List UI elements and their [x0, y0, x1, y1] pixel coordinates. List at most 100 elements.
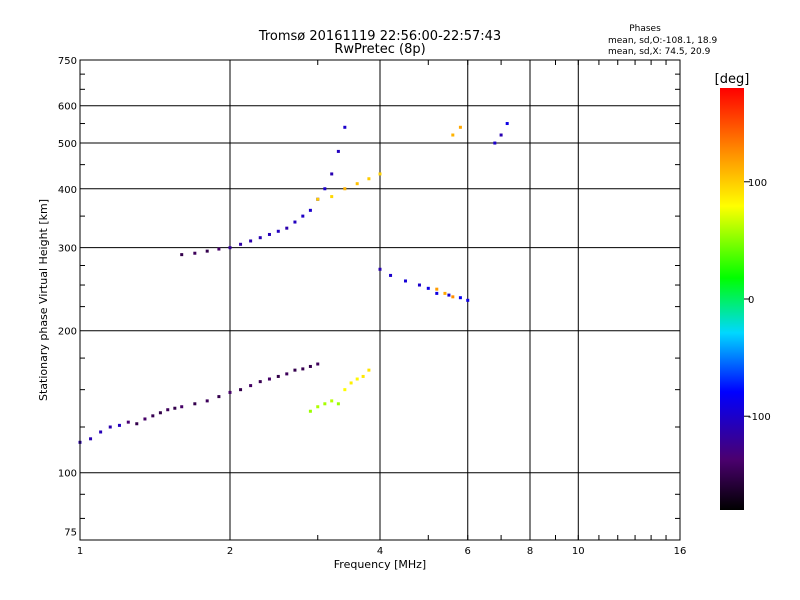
stats-heading: Phases [629, 24, 661, 34]
data-point [180, 405, 184, 409]
data-point [316, 405, 320, 409]
x-axis-label: Frequency [MHz] [334, 558, 426, 571]
data-point [458, 296, 462, 300]
data-point [451, 295, 455, 299]
data-point [158, 411, 162, 415]
data-point [89, 437, 93, 441]
data-point [330, 399, 334, 403]
data-point [205, 249, 209, 253]
data-point [228, 246, 232, 250]
data-point [117, 423, 121, 427]
data-point [361, 374, 365, 378]
x-tick-label: 8 [527, 546, 533, 557]
data-point [493, 141, 497, 145]
data-point [173, 406, 177, 410]
data-point [308, 208, 312, 212]
data-point [301, 214, 305, 218]
data-point [143, 417, 147, 421]
data-point [249, 239, 253, 243]
data-point [499, 133, 503, 137]
y-tick-label: 200 [58, 327, 77, 338]
data-point [367, 177, 371, 181]
data-point [426, 286, 430, 290]
data-point [193, 402, 197, 406]
chart-subtitle: RwPretec (8p) [334, 42, 425, 57]
data-point [349, 381, 353, 385]
data-point [217, 395, 221, 399]
data-point [267, 232, 271, 236]
data-point [151, 414, 155, 418]
data-point [205, 399, 209, 403]
stats-o-mode: mean, sd,O:-108.1, 18.9 [608, 36, 718, 46]
data-point [336, 149, 340, 153]
data-point [258, 380, 262, 384]
data-point [239, 388, 243, 392]
data-point [285, 226, 289, 230]
data-point [443, 291, 447, 295]
colorbar-tick-label: -100 [748, 412, 771, 423]
data-point [378, 267, 382, 271]
y-tick-label: 400 [58, 185, 77, 196]
data-point [367, 368, 371, 372]
data-point [293, 220, 297, 224]
data-point [403, 279, 407, 283]
data-point [417, 283, 421, 287]
data-point [458, 125, 462, 129]
chart-title: Tromsø 20161119 22:56:00-22:57:43 [258, 29, 501, 44]
stats-x-mode: mean, sd,X: 74.5, 20.9 [608, 47, 711, 57]
data-point [323, 187, 327, 191]
y-tick-label: 300 [58, 244, 77, 255]
data-point [316, 197, 320, 201]
data-point [293, 368, 297, 372]
colorbar-tick-label: 0 [748, 295, 754, 306]
x-tick-label: 4 [377, 546, 383, 557]
x-tick-label: 10 [572, 546, 585, 557]
data-point [135, 422, 139, 426]
y-axis-label: Stationary phase Virtual Height [km] [37, 199, 50, 401]
x-axis-ticks: 1 2 4 6 8 10 16 [77, 60, 687, 557]
data-point [447, 293, 451, 297]
data-point [435, 287, 439, 291]
data-point [355, 182, 359, 186]
data-point [126, 420, 130, 424]
data-point [285, 372, 289, 376]
data-point [217, 247, 221, 251]
x-tick-label: 1 [77, 546, 83, 557]
data-point [389, 273, 393, 277]
data-point [451, 133, 455, 137]
data-point [249, 384, 253, 388]
x-tick-label: 16 [674, 546, 687, 557]
data-point [193, 251, 197, 255]
data-point [330, 195, 334, 199]
data-point [355, 377, 359, 381]
data-point [166, 408, 170, 412]
y-tick-label: 500 [58, 139, 77, 150]
data-point [239, 242, 243, 246]
y-axis-ticks: 75 100 200 300 400 500 600 750 [58, 56, 680, 539]
data-point [267, 377, 271, 381]
data-point [228, 390, 232, 394]
data-point [505, 122, 509, 126]
data-point [108, 425, 112, 429]
data-point [308, 364, 312, 368]
data-point [343, 388, 347, 392]
data-point [435, 291, 439, 295]
data-point [466, 298, 470, 302]
x-tick-label: 6 [465, 546, 471, 557]
data-point [316, 362, 320, 366]
colorbar [720, 88, 744, 510]
grid-lines [80, 60, 680, 540]
data-points [78, 122, 509, 444]
data-point [378, 172, 382, 176]
data-point [343, 187, 347, 191]
y-tick-label: 100 [58, 469, 77, 480]
data-point [308, 409, 312, 413]
y-tick-label: 75 [64, 528, 77, 539]
data-point [99, 430, 103, 434]
colorbar-tick-label: 100 [748, 178, 767, 189]
data-point [276, 229, 280, 233]
y-tick-label: 750 [58, 56, 77, 67]
data-point [336, 402, 340, 406]
data-point [343, 125, 347, 129]
